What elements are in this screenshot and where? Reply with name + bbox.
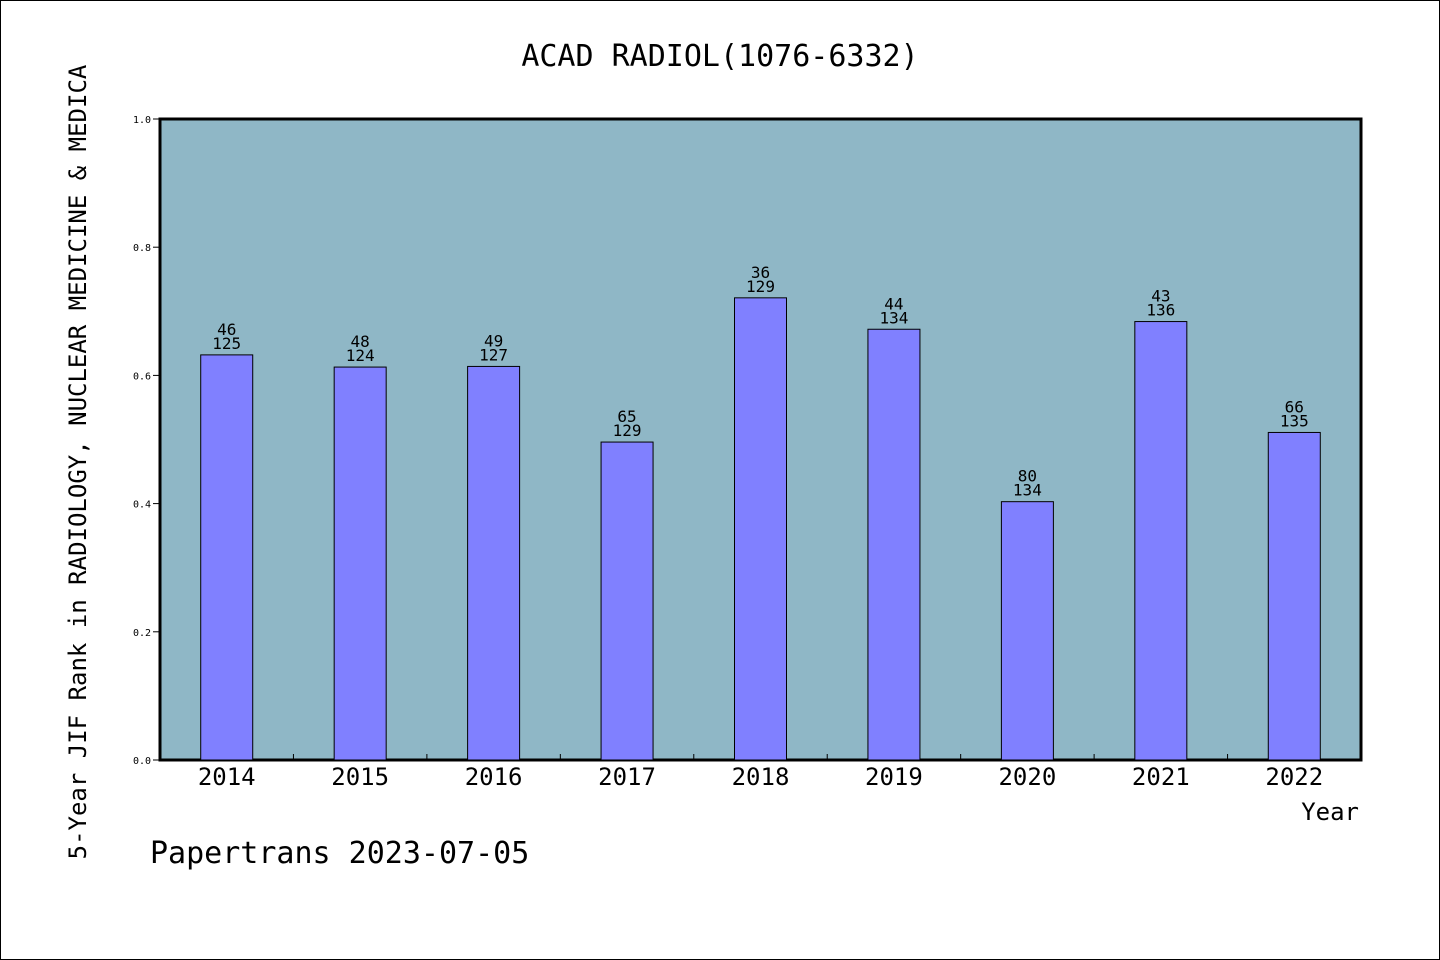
bar-rank-label: 65 bbox=[617, 407, 636, 426]
axis-ticks-group: 2014 2015 2016 2017 2018 2019 2020 2021 2022 0.0 0… bbox=[133, 115, 1323, 791]
bar-2014 bbox=[200, 354, 254, 761]
bar-rank-label: 36 bbox=[751, 263, 770, 282]
bar-2022 bbox=[1267, 431, 1321, 761]
y-tick-label: 0.0 bbox=[133, 756, 151, 767]
bar-rank-label: 80 bbox=[1018, 467, 1037, 486]
bar-rank-label: 43 bbox=[1151, 287, 1170, 306]
bar-total-label: 124 bbox=[346, 346, 375, 365]
chart-title: ACAD RADIOL(1076-6332) bbox=[521, 39, 918, 74]
x-tick-label: 2020 bbox=[998, 763, 1056, 791]
bar-2018 bbox=[734, 297, 787, 761]
bar-rank-label: 66 bbox=[1285, 397, 1304, 416]
bar-total-label: 129 bbox=[613, 421, 642, 440]
y-tick-label: 0.2 bbox=[133, 628, 151, 639]
bar-2021 bbox=[1134, 321, 1188, 761]
x-tick-label: 2018 bbox=[732, 763, 790, 791]
bar-rank-label: 49 bbox=[484, 331, 503, 350]
bar-rank-label: 46 bbox=[217, 320, 236, 339]
x-tick-label: 2016 bbox=[465, 763, 523, 791]
bar-2019 bbox=[867, 328, 921, 761]
x-tick-label: 2014 bbox=[198, 763, 256, 791]
y-tick-label: 1.0 bbox=[133, 115, 151, 126]
bars-group bbox=[200, 297, 1321, 761]
bar-2017 bbox=[600, 441, 654, 761]
x-tick-label: 2017 bbox=[598, 763, 656, 791]
bar-total-label: 125 bbox=[212, 334, 241, 353]
bar-total-label: 134 bbox=[1013, 481, 1042, 500]
bar-total-label: 136 bbox=[1146, 301, 1175, 320]
bar-total-label: 135 bbox=[1280, 411, 1309, 430]
footer-text: Papertrans 2023-07-05 bbox=[150, 836, 529, 871]
bar-2020 bbox=[1000, 501, 1054, 761]
bar-rank-label: 44 bbox=[884, 294, 903, 313]
bar-2015 bbox=[333, 366, 387, 761]
bar-total-label: 127 bbox=[479, 345, 508, 364]
y-axis-label: 5-Year JIF Rank in RADIOLOGY, NUCLEAR ME… bbox=[64, 64, 92, 859]
x-tick-label: 2019 bbox=[865, 763, 923, 791]
bar-rank-label: 48 bbox=[351, 332, 370, 351]
x-tick-label: 2021 bbox=[1132, 763, 1190, 791]
x-tick-label: 2015 bbox=[331, 763, 389, 791]
bar-total-label: 134 bbox=[879, 308, 908, 327]
y-tick-label: 0.4 bbox=[133, 500, 151, 511]
bar-total-label: 129 bbox=[746, 277, 775, 296]
x-tick-label: 2022 bbox=[1265, 763, 1323, 791]
y-tick-label: 0.8 bbox=[133, 243, 151, 254]
y-tick-label: 0.6 bbox=[133, 371, 151, 382]
bar-2016 bbox=[467, 365, 521, 761]
x-axis-label: Year bbox=[1301, 798, 1359, 826]
